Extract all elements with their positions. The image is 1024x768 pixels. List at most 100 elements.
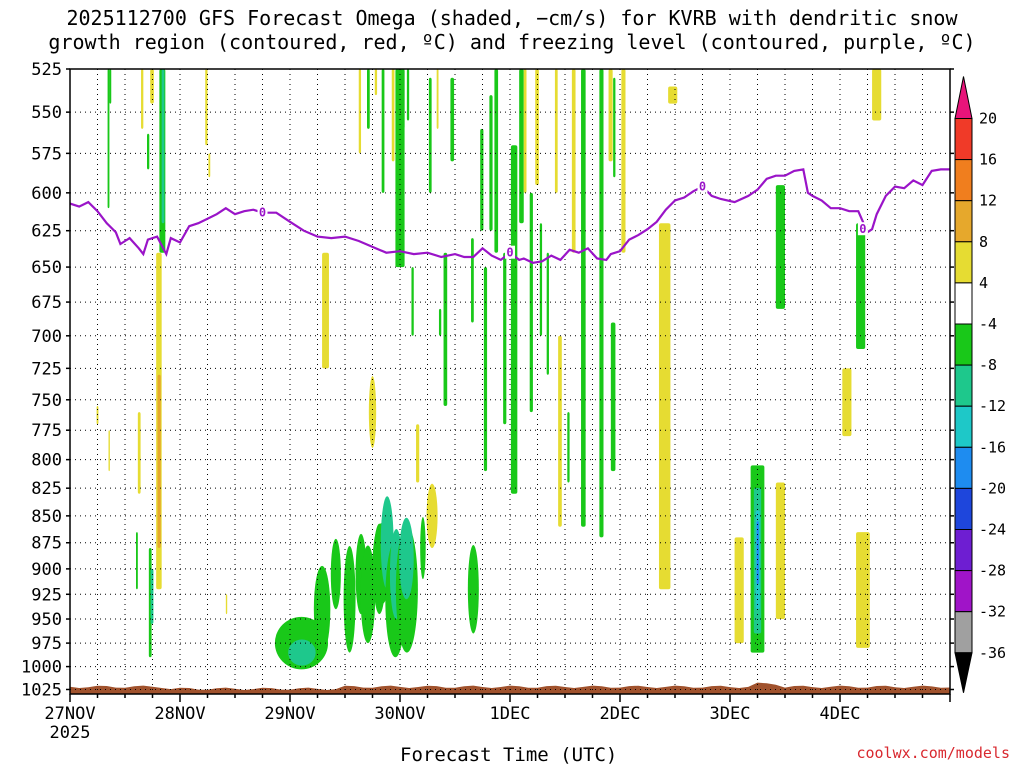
omega-cell	[658, 223, 671, 590]
freezing-level-label-bg	[857, 222, 868, 236]
colorbar-bin	[954, 529, 973, 572]
colorbar-bin	[954, 364, 973, 407]
y-tick-label: 575	[31, 144, 62, 164]
omega-cell	[157, 374, 161, 549]
gridlines	[70, 69, 950, 694]
colorbar-bin	[954, 118, 973, 161]
omega-shading	[70, 69, 950, 694]
colorbar-label: -36	[979, 644, 1006, 662]
colorbar-label: 20	[979, 110, 997, 128]
omega-cell	[416, 424, 420, 483]
omega-cell	[529, 192, 533, 413]
omega-blob	[420, 516, 426, 580]
omega-cell	[322, 252, 329, 369]
omega-cell	[571, 69, 576, 253]
omega-cell	[438, 308, 442, 336]
omega-cell	[136, 532, 138, 590]
omega-cell	[471, 238, 474, 323]
omega-cell	[225, 594, 228, 615]
x-tick-label: 28NOV	[154, 704, 205, 724]
omega-cell	[205, 69, 208, 146]
colorbar-bin	[954, 446, 973, 489]
y-tick-label: 650	[31, 258, 62, 278]
plot-frame	[69, 68, 951, 695]
omega-blob	[399, 517, 414, 600]
omega-cell	[519, 69, 524, 224]
omega-cell	[510, 145, 518, 494]
y-tick-label: 825	[31, 479, 62, 499]
omega-cell	[108, 430, 110, 472]
omega-cell	[411, 267, 414, 336]
omega-blob	[360, 545, 376, 644]
y-tick-label: 675	[31, 293, 62, 313]
omega-cell	[842, 368, 852, 437]
y-tick-label: 625	[31, 222, 62, 242]
colorbar-min-triangle	[954, 652, 973, 693]
omega-cell	[546, 252, 549, 375]
freezing-level-label-bg	[505, 245, 515, 259]
omega-cell	[775, 185, 785, 309]
omega-cell	[503, 252, 507, 425]
omega-cell	[775, 482, 785, 620]
omega-cell	[436, 69, 439, 129]
omega-blob	[467, 544, 479, 634]
freezing-level-label-bg	[257, 205, 268, 219]
y-tick-label: 600	[31, 184, 62, 204]
y-tick-label: 800	[31, 451, 62, 471]
colorbar-bin	[954, 241, 973, 284]
omega-cell	[668, 86, 678, 104]
x-tick-label: 2DEC	[600, 704, 641, 724]
omega-cell	[391, 69, 395, 162]
y-tick-label: 775	[31, 421, 62, 441]
x-tick-label: 29NOV	[264, 704, 315, 724]
omega-cell	[406, 69, 410, 121]
omega-cell	[96, 405, 99, 425]
omega-cell	[872, 69, 882, 121]
x-tick-year-label: 2025	[50, 723, 91, 743]
terrain-surface	[70, 682, 950, 694]
colorbar-max-triangle	[954, 76, 973, 119]
omega-cell	[141, 69, 144, 129]
colorbar-bin	[954, 200, 973, 243]
omega-cell	[494, 69, 499, 253]
credit-text: coolwx.com/models	[856, 744, 1010, 762]
colorbar-label: 8	[979, 233, 988, 251]
y-tick-label: 925	[31, 585, 62, 605]
colorbar-bin	[954, 159, 973, 202]
omega-cell	[358, 69, 362, 154]
y-tick-label: 975	[31, 634, 62, 654]
y-tick-label: 725	[31, 359, 62, 379]
omega-cell	[581, 69, 586, 527]
omega-cell	[734, 537, 744, 644]
y-tick-label: 525	[31, 60, 62, 80]
x-axis-ticks: 27NOV 28NOV 29NOV 30NOV 1DEC 2DEC 3DEC 4DEC 2025	[44, 694, 951, 743]
omega-cell	[137, 412, 141, 494]
x-tick-label: 4DEC	[820, 704, 861, 724]
colorbar-bin	[954, 405, 973, 448]
y-axis-ticks: 525 550 575 600 625 650 675 700 725 750 775 800 825 8…	[21, 60, 954, 700]
omega-cell	[107, 69, 110, 209]
omega-cell	[450, 77, 455, 162]
colorbar-label: -12	[979, 397, 1006, 415]
x-tick-label: 30NOV	[374, 704, 425, 724]
y-tick-label: 550	[31, 103, 62, 123]
omega-cell	[756, 521, 759, 585]
omega-cell	[621, 69, 626, 253]
y-tick-label: 950	[31, 610, 62, 630]
x-tick-label: 1DEC	[490, 704, 531, 724]
omega-cell	[367, 69, 370, 129]
colorbar: 20 16 12 8 4 -4 -8 -12 -16 -20 -24 -28 -32 -36	[954, 76, 1006, 693]
omega-cell	[443, 252, 448, 406]
omega-cell	[567, 412, 570, 483]
colorbar-label: -24	[979, 521, 1006, 539]
colorbar-label: -32	[979, 603, 1006, 621]
omega-cell	[150, 568, 154, 624]
chart-title-line-1: 2025112700 GFS Forecast Omega (shaded, −…	[66, 6, 958, 30]
x-tick-label: 3DEC	[710, 704, 751, 724]
x-tick-label: 27NOV	[44, 704, 95, 724]
omega-cell	[613, 77, 616, 178]
omega-cell	[523, 69, 527, 193]
omega-cell	[428, 77, 432, 193]
omega-cell	[558, 335, 562, 527]
